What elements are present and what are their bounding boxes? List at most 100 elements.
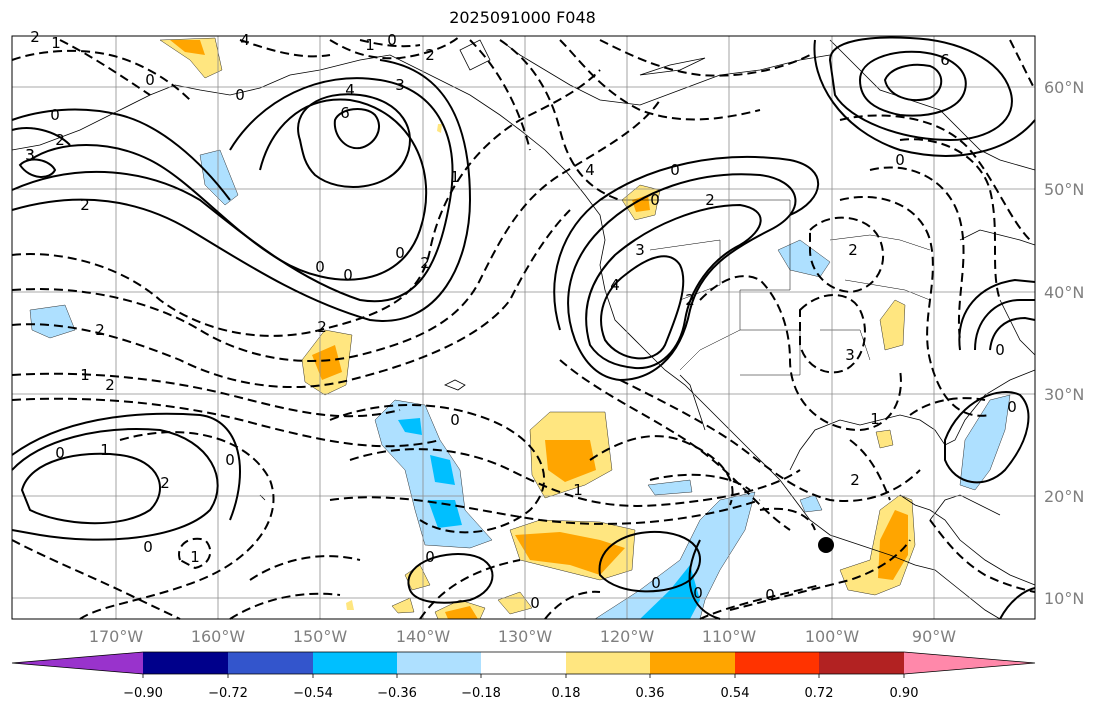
contour-label: 4 — [610, 276, 620, 294]
colorbar-tick-label: 0.18 — [552, 686, 581, 701]
contour-label: 0 — [55, 444, 65, 462]
shade-negative — [777, 239, 831, 278]
colorbar-tick-label: −0.90 — [123, 686, 163, 701]
lat-tick-label: 10°N — [1044, 589, 1084, 608]
contour-label: 2 — [425, 46, 435, 64]
contour-label: 1 — [450, 168, 460, 186]
contour-label: 0 — [343, 266, 353, 284]
shade-positive — [497, 591, 533, 615]
contour-label: 3 — [25, 146, 35, 164]
shade-negative — [428, 500, 462, 528]
shade-positive — [170, 40, 205, 55]
colorbar-segment — [819, 652, 904, 674]
contour-label: 1 — [51, 34, 61, 52]
contour-label: 1 — [190, 548, 200, 566]
lon-tick-label: 90°W — [912, 627, 956, 646]
lon-tick-label: 130°W — [498, 627, 553, 646]
contour-label: 1 — [870, 410, 880, 428]
lon-tick-label: 110°W — [702, 627, 757, 646]
contour-label: 0 — [530, 594, 540, 612]
shade-positive — [632, 195, 650, 212]
lat-tick-label: 50°N — [1044, 180, 1084, 199]
contour-label: 2 — [685, 291, 695, 309]
colorbar-segment — [397, 652, 481, 674]
contour-label: 2 — [705, 191, 715, 209]
colorbar-labels: −0.90 −0.72 −0.54 −0.36 −0.18 0.18 0.36 … — [123, 686, 918, 701]
colorbar-extend-max — [904, 652, 1035, 674]
shade-positive — [445, 606, 478, 619]
shade-positive — [545, 440, 596, 482]
contour-label: 0 — [143, 538, 153, 556]
contour-label: 0 — [765, 586, 775, 604]
lon-tick-label: 170°W — [89, 627, 144, 646]
contour-label: 3 — [635, 241, 645, 259]
colorbar-tick-label: 0.54 — [721, 686, 750, 701]
graticule — [12, 36, 1035, 619]
shade-positive — [437, 124, 442, 133]
shade-negative — [430, 455, 455, 485]
contour-label: 2 — [55, 131, 65, 149]
lon-tick-label: 100°W — [805, 627, 860, 646]
contour-label: 1 — [80, 366, 90, 384]
contour-label: 2 — [160, 474, 170, 492]
shade-positive — [391, 597, 415, 614]
contour-label: 1 — [100, 441, 110, 459]
colorbar-segment — [650, 652, 735, 674]
shade-negative — [594, 491, 756, 620]
shade-positive — [346, 600, 354, 610]
shade-negative — [647, 479, 693, 496]
shade-negative — [640, 565, 700, 619]
shade-negative — [199, 149, 239, 206]
contour-label: 0 — [387, 31, 397, 49]
lat-tick-label: 30°N — [1044, 385, 1084, 404]
lon-tick-label: 140°W — [396, 627, 451, 646]
shaded-regions — [29, 37, 1011, 620]
shade-positive — [878, 510, 908, 580]
shade-positive — [312, 345, 342, 380]
contour-label: 0 — [450, 411, 460, 429]
lat-tick-label: 60°N — [1044, 78, 1084, 97]
colorbar-tick-label: 0.36 — [636, 686, 665, 701]
contour-label: 4 — [240, 31, 250, 49]
colorbar-tick-label: −0.54 — [293, 686, 333, 701]
colorbar-segment — [143, 652, 228, 674]
lat-tick-label: 20°N — [1044, 487, 1084, 506]
contour-label: 2 — [850, 471, 860, 489]
contour-label: 4 — [345, 81, 355, 99]
contour-label: 2 — [80, 196, 90, 214]
contour-label: 0 — [315, 258, 325, 276]
lon-tick-label: 120°W — [600, 627, 655, 646]
contour-label: 3 — [395, 76, 405, 94]
shade-negative — [374, 399, 493, 549]
colorbar-segment — [228, 652, 313, 674]
contour-label: 0 — [395, 244, 405, 262]
contour-label: 2 — [95, 321, 105, 339]
contour-label: 2 — [105, 376, 115, 394]
contour-label: 0 — [225, 451, 235, 469]
colorbar-tick-label: −0.18 — [461, 686, 501, 701]
contour-label: 2 — [848, 241, 858, 259]
colorbar-segment — [481, 652, 566, 674]
colorbar-tick-label: −0.72 — [208, 686, 248, 701]
lat-axis: 60°N 50°N 40°N 30°N 20°N 10°N — [1044, 78, 1084, 608]
shade-positive — [515, 532, 625, 575]
plot-frame — [11, 35, 1036, 620]
contour-label: 0 — [670, 161, 680, 179]
contour-label: 0 — [145, 71, 155, 89]
contour-label: 0 — [895, 151, 905, 169]
contour-label: 0 — [235, 86, 245, 104]
shade-negative — [398, 418, 422, 435]
contour-label: 2 — [420, 254, 430, 272]
contour-label: 1 — [365, 36, 375, 54]
contour-label: 2 — [317, 318, 327, 336]
lon-axis: 170°W 160°W 150°W 140°W 130°W 120°W 110°… — [89, 627, 956, 646]
chart-title: 2025091000 F048 — [449, 8, 596, 27]
shade-positive — [879, 299, 906, 351]
contour-label: 6 — [340, 104, 350, 122]
lat-tick-label: 40°N — [1044, 283, 1084, 302]
colorbar-tick-label: −0.36 — [377, 686, 417, 701]
contour-label: 2 — [30, 28, 40, 46]
colorbar-tick-label: 0.90 — [890, 686, 919, 701]
